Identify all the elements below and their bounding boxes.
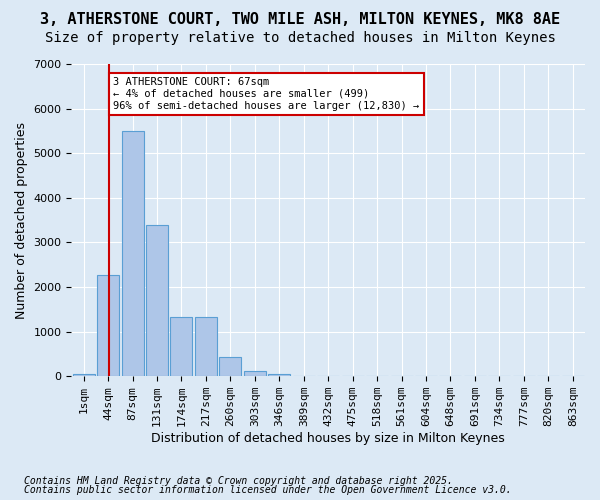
Bar [268, 374, 290, 376]
Bar [195, 317, 217, 376]
Text: Contains HM Land Registry data © Crown copyright and database right 2025.: Contains HM Land Registry data © Crown c… [24, 476, 453, 486]
Text: 3 ATHERSTONE COURT: 67sqm
← 4% of detached houses are smaller (499)
96% of semi-: 3 ATHERSTONE COURT: 67sqm ← 4% of detach… [113, 78, 419, 110]
Y-axis label: Number of detached properties: Number of detached properties [15, 122, 28, 318]
Text: Size of property relative to detached houses in Milton Keynes: Size of property relative to detached ho… [44, 31, 556, 45]
Text: 3, ATHERSTONE COURT, TWO MILE ASH, MILTON KEYNES, MK8 8AE: 3, ATHERSTONE COURT, TWO MILE ASH, MILTO… [40, 12, 560, 28]
Bar [244, 371, 266, 376]
Bar [97, 274, 119, 376]
Bar [170, 317, 193, 376]
Bar [146, 226, 168, 376]
Bar [73, 374, 95, 376]
Bar [122, 131, 143, 376]
Bar [220, 357, 241, 376]
X-axis label: Distribution of detached houses by size in Milton Keynes: Distribution of detached houses by size … [151, 432, 505, 445]
Text: Contains public sector information licensed under the Open Government Licence v3: Contains public sector information licen… [24, 485, 512, 495]
